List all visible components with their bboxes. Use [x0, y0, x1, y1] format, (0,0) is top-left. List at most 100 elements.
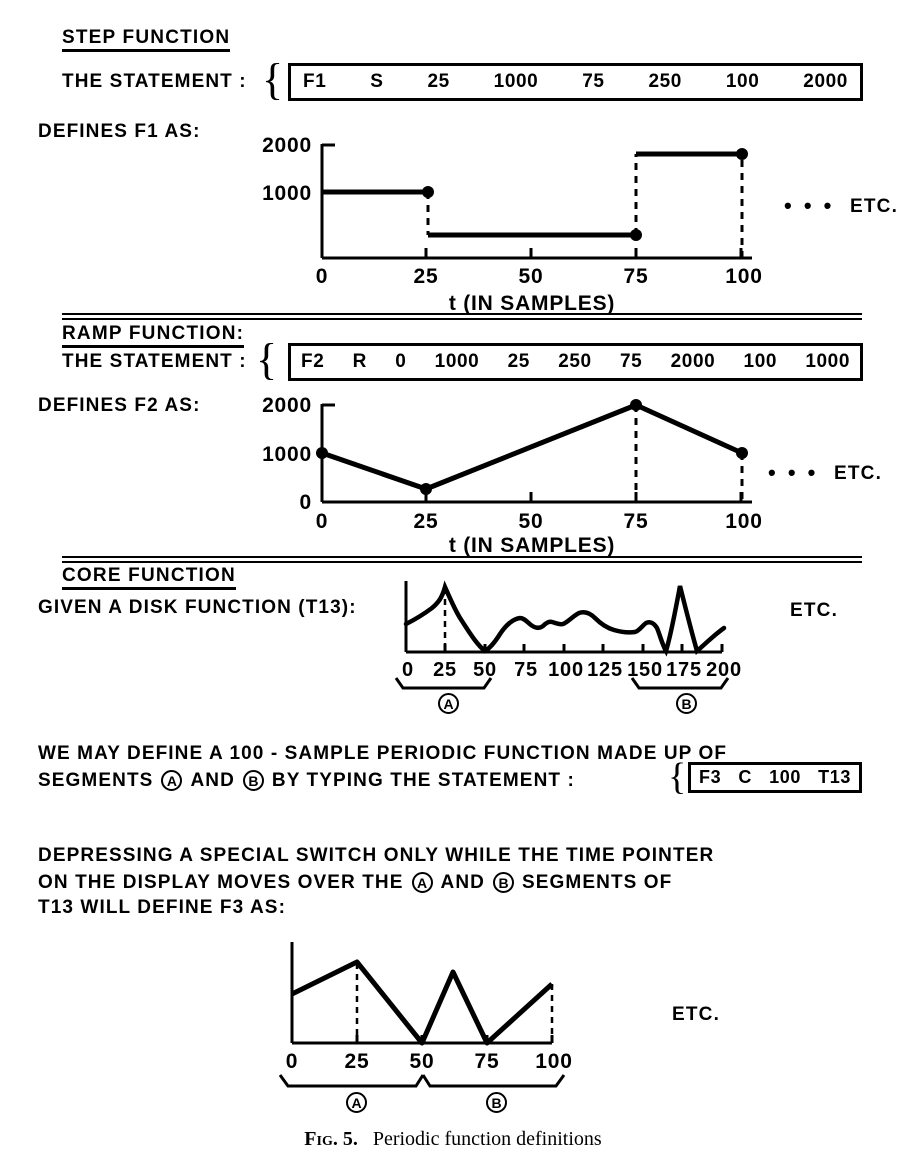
core-p1-pre: SEGMENTS — [38, 770, 154, 791]
step-xlabel-75: 75 — [624, 265, 649, 288]
ramp-data-line — [321, 402, 744, 492]
f3-result-chart: 0 25 50 75 100 — [278, 942, 572, 1088]
core-p1-post: BY TYPING THE STATEMENT : — [271, 770, 575, 791]
ramp-xlabel-100: 100 — [725, 510, 762, 533]
core-token: F3 — [699, 767, 722, 787]
f3-bracket-b — [421, 1074, 566, 1088]
core-brace-icon: { — [668, 756, 687, 798]
step-defines-label: DEFINES F1 AS: — [38, 121, 201, 142]
ramp-function-heading: RAMP FUNCTION: — [62, 324, 245, 348]
ramp-ylabel-2000: 2000 — [262, 394, 312, 417]
ramp-token: 25 — [507, 351, 530, 372]
core-paragraph1-line1: WE MAY DEFINE A 100 - SAMPLE PERIODIC FU… — [38, 743, 728, 764]
step-token: 1000 — [493, 71, 539, 92]
step-marker — [630, 229, 642, 241]
core-paragraph2-line2: ON THE DISPLAY MOVES OVER THE A AND B SE… — [38, 872, 672, 893]
step-brace-icon: { — [262, 55, 284, 104]
step-ylabel-1000: 1000 — [262, 182, 312, 205]
figure-caption: Fig. 5. Periodic function definitions — [0, 1128, 906, 1151]
f3-xlabel-100: 100 — [535, 1050, 572, 1073]
core-paragraph2-line1: DEPRESSING A SPECIAL SWITCH ONLY WHILE T… — [38, 845, 715, 866]
ramp-ylabel-1000: 1000 — [262, 443, 312, 466]
step-xlabel-100: 100 — [725, 265, 762, 288]
segment-a-badge: A — [161, 770, 183, 791]
core-waveform — [403, 580, 727, 657]
ramp-xlabel-25: 25 — [414, 510, 439, 533]
step-statement-box[interactable]: F1 S 25 1000 75 250 100 2000 — [288, 63, 863, 101]
step-marker — [422, 186, 434, 198]
step-xlabel-25: 25 — [414, 265, 439, 288]
step-token: 75 — [582, 71, 605, 92]
core-bracket-a — [394, 677, 493, 690]
step-token: F1 — [303, 71, 327, 92]
ramp-token: 250 — [558, 351, 592, 372]
figure-number: Fig. 5. — [304, 1128, 358, 1150]
core-xlabel-50: 50 — [473, 659, 497, 681]
step-token: 25 — [427, 71, 450, 92]
ramp-xlabel-50: 50 — [519, 510, 544, 533]
core-function-heading: CORE FUNCTION — [62, 566, 236, 590]
f3-xlabel-75: 75 — [475, 1050, 500, 1073]
ramp-token: 0 — [395, 351, 407, 372]
ramp-marker — [420, 483, 432, 495]
core-xlabel-150: 150 — [627, 659, 663, 681]
core-etc-label: ETC. — [790, 600, 839, 621]
ramp-xlabel-75: 75 — [624, 510, 649, 533]
ramp-marker — [630, 399, 642, 411]
step-xlabel-50: 50 — [519, 265, 544, 288]
section-divider — [62, 556, 862, 563]
core-paragraph1-line2: SEGMENTS A AND B BY TYPING THE STATEMENT… — [38, 770, 575, 791]
section-divider — [62, 313, 862, 320]
ramp-token: R — [352, 351, 367, 372]
step-statement-label: THE STATEMENT : — [62, 71, 247, 92]
segment-b-badge: B — [493, 872, 514, 893]
f3-xlabel-50: 50 — [410, 1050, 435, 1073]
step-token: S — [370, 71, 384, 92]
core-given-label: GIVEN A DISK FUNCTION (T13): — [38, 597, 357, 618]
step-xlabel-0: 0 — [316, 265, 328, 288]
step-token: 250 — [648, 71, 682, 92]
ramp-token: 1000 — [434, 351, 480, 372]
ramp-token: F2 — [301, 351, 325, 372]
step-etc-dots-icon: • • • — [784, 193, 835, 218]
ramp-xlabel-0: 0 — [316, 510, 328, 533]
ramp-defines-label: DEFINES F2 AS: — [38, 395, 201, 416]
ramp-marker — [316, 447, 328, 459]
f3-waveform — [290, 959, 554, 1046]
f3-segment-b-badge: B — [486, 1092, 507, 1113]
core-disk-chart: 0 25 50 75 100 125 150 175 200 — [394, 580, 741, 690]
core-xlabel-175: 175 — [666, 659, 702, 681]
step-marker — [736, 148, 748, 160]
f3-bracket-a — [278, 1074, 425, 1088]
ramp-brace-icon: { — [256, 335, 278, 384]
core-token: 100 — [769, 767, 801, 787]
core-paragraph2-line3: T13 WILL DEFINE F3 AS: — [38, 897, 286, 918]
ramp-statement-box[interactable]: F2 R 0 1000 25 250 75 2000 100 1000 — [288, 343, 863, 381]
step-axis-title: t (IN SAMPLES) — [449, 292, 615, 315]
core-xlabel-75: 75 — [514, 659, 538, 681]
ramp-marker — [736, 447, 748, 459]
core-xlabel-0: 0 — [402, 659, 414, 681]
ramp-token: 100 — [743, 351, 778, 372]
core-p2-pre: ON THE DISPLAY MOVES OVER THE — [38, 872, 404, 893]
core-statement-box[interactable]: F3 C 100 T13 — [688, 762, 862, 793]
step-etc-label: ETC. — [850, 196, 899, 217]
core-p2-post: SEGMENTS OF — [522, 872, 673, 893]
f3-segment-a-badge: A — [346, 1092, 367, 1113]
segment-b-badge: B — [242, 770, 264, 791]
ramp-axis-title: t (IN SAMPLES) — [449, 534, 615, 557]
ramp-statement-label: THE STATEMENT : — [62, 351, 247, 372]
ramp-chart: 2000 1000 0 0 25 50 75 100 t (IN SAMPLES… — [262, 394, 762, 557]
core-token: T13 — [818, 767, 851, 787]
core-segment-a-badge: A — [438, 693, 459, 714]
step-token: 100 — [725, 71, 760, 92]
ramp-etc-label: ETC. — [834, 463, 883, 484]
f3-etc-label: ETC. — [672, 1004, 721, 1025]
core-xlabel-125: 125 — [587, 659, 623, 681]
step-function-heading: STEP FUNCTION — [62, 28, 231, 52]
step-chart: 2000 1000 0 25 50 75 100 t (IN SAMPLES) — [262, 134, 762, 315]
figure-caption-text: Periodic function definitions — [372, 1128, 602, 1150]
core-xlabel-25: 25 — [433, 659, 457, 681]
ramp-token: 2000 — [670, 351, 716, 372]
